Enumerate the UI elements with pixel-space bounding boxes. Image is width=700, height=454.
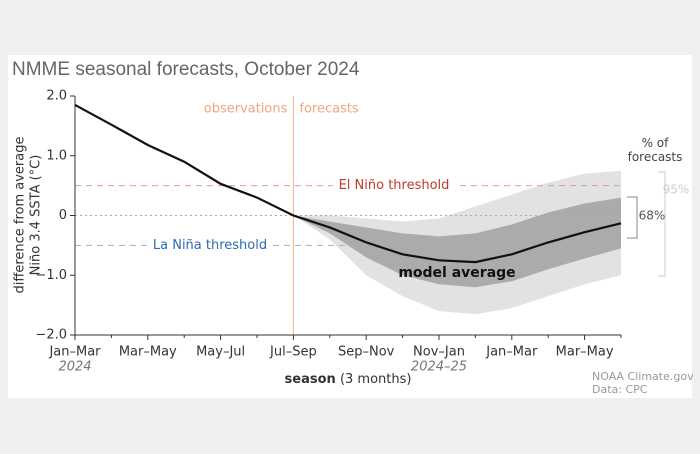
la-nina-label: La Niña threshold [153,238,267,253]
legend-entry: 68% [639,209,666,223]
x-tick-label: Mar–May [556,345,614,360]
bracket-95 [658,171,666,277]
credit: NOAA Climate.gov [592,370,694,383]
chart-title: NMME seasonal forecasts, October 2024 [12,59,360,80]
x-label-note: (3 months) [340,372,412,387]
y-label: Niño 3.4 SSTA (°C) [29,155,44,276]
x-label: season (3 months) [285,372,412,387]
y-label: difference from average [13,137,28,294]
bracket-68 [627,196,638,239]
y-tick-label: −1.0 [35,268,67,283]
x-tick-label: Mar–May [119,345,177,360]
series-line [74,103,622,264]
forecasts-label: forecasts [299,102,359,117]
legend-entry: 95% [663,183,690,197]
legend-title: % of forecasts [627,136,683,164]
y-tick-label: 2.0 [46,89,67,104]
x-sublabel: 2024–25 [411,360,467,375]
x-tick-label: Jan–Mar [48,345,101,360]
x-tick-label: Nov–Jan [413,345,465,360]
x-tick-label: Jul–Sep [269,345,317,360]
y-tick-label: 0 [59,208,67,223]
series-label: model average [398,265,515,281]
y-tick-label: 1.0 [46,148,67,163]
y-tick-label: −2.0 [35,328,67,343]
x-tick-label: May–Jul [196,345,245,360]
label-bg [333,176,455,195]
label-bg [148,236,272,255]
band [293,197,621,288]
credit: Data: CPC [592,383,648,396]
x-label-main: season [285,372,336,387]
observations-label: observations [204,102,288,117]
x-tick-label: Jan–Mar [485,345,538,360]
el-nino-label: El Niño threshold [339,178,450,193]
x-tick-label: Sep–Nov [338,345,395,360]
x-sublabel: 2024 [58,360,91,375]
